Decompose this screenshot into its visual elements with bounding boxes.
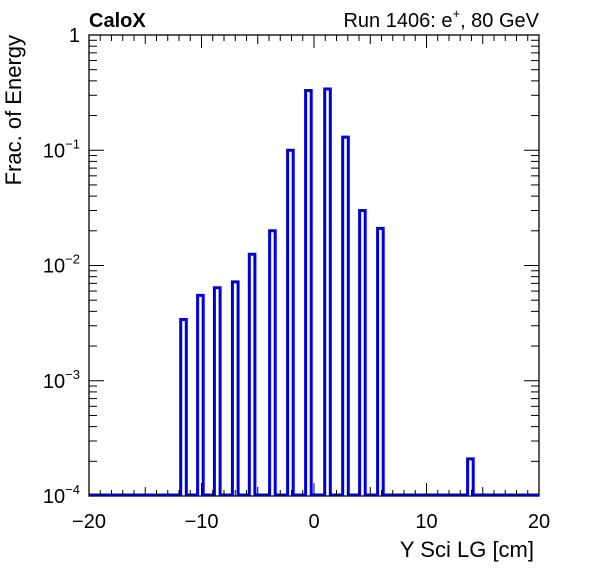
- y-tick-label: 1: [69, 25, 80, 47]
- y-axis-label: Frac. of Energy: [1, 35, 26, 185]
- run-label-text: Run 1406: e: [343, 10, 452, 32]
- y-tick-exponent: −2: [65, 252, 80, 267]
- y-tick-label: 10−1: [43, 136, 80, 162]
- histogram-outline: [89, 87, 539, 497]
- x-tick-label: 10: [415, 511, 437, 533]
- x-axis-label: Y Sci LG [cm]: [400, 537, 534, 562]
- y-tick-base: 10: [43, 486, 65, 508]
- y-tick-base: 10: [43, 371, 65, 393]
- x-tick-label: 0: [308, 511, 319, 533]
- experiment-label: CaloX: [89, 10, 146, 32]
- y-tick-exponent: −3: [65, 367, 80, 382]
- x-tick-label: −20: [72, 511, 106, 533]
- histogram-bars: [89, 87, 539, 497]
- y-tick-exponent: −4: [65, 482, 80, 497]
- y-tick-exponent: −1: [65, 136, 80, 151]
- x-tick-label: 20: [528, 511, 550, 533]
- y-tick-base: 10: [43, 140, 65, 162]
- run-label-sup: +: [452, 6, 460, 21]
- run-label: Run 1406: e+, 80 GeV: [343, 6, 539, 32]
- plot-frame: [88, 34, 540, 497]
- y-tick-base: 1: [69, 25, 80, 47]
- x-tick-label: −10: [185, 511, 219, 533]
- y-tick-label: 10−2: [43, 252, 80, 278]
- y-tick-label: 10−4: [43, 482, 80, 508]
- y-tick-label: 10−3: [43, 367, 80, 393]
- run-label-suffix: , 80 GeV: [460, 10, 540, 32]
- y-tick-base: 10: [43, 256, 65, 278]
